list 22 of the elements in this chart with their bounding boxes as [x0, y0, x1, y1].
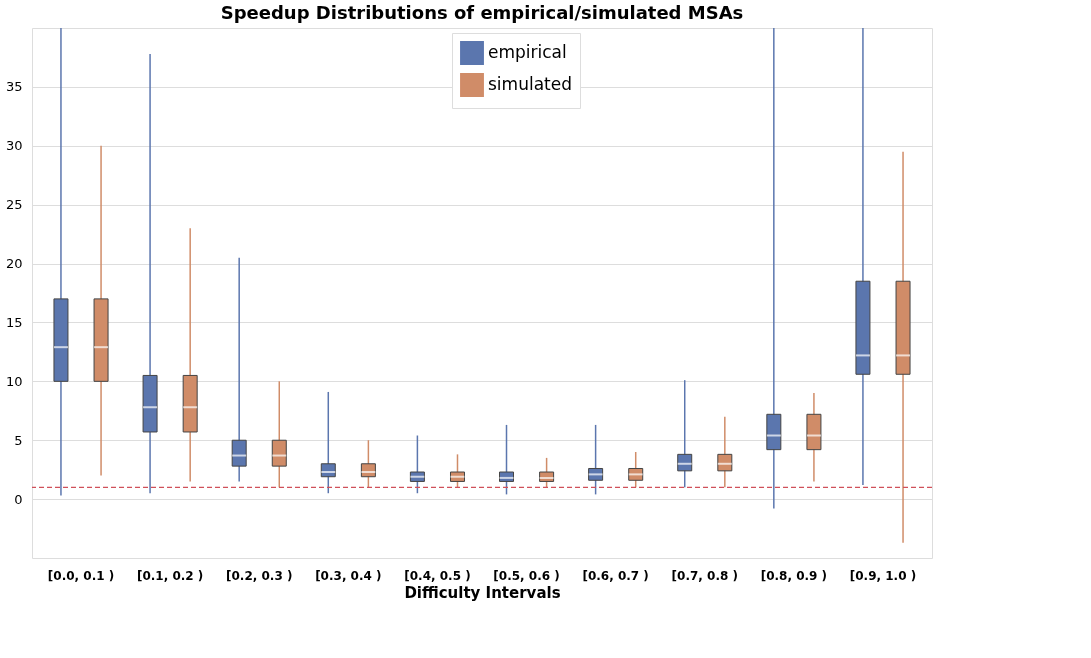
x-tick-label: [0.5, 0.6 ): [493, 568, 560, 583]
legend-label: simulated: [488, 74, 572, 94]
legend-label: empirical: [488, 42, 567, 62]
x-tick-label: [0.0, 0.1 ): [47, 568, 115, 583]
y-tick-label: 20: [5, 256, 23, 272]
x-tick-label: [0.9, 1.0 ): [849, 568, 917, 583]
x-tick-label: [0.3, 0.4 ): [315, 568, 382, 583]
y-tick-label: 10: [5, 373, 23, 389]
y-tick-label: 35: [5, 79, 23, 95]
x-tick-label: [0.4, 0.5 ): [404, 568, 471, 583]
y-tick-label: 25: [5, 197, 23, 213]
chart-title: Speedup Distributions of empirical/simulated MSAs: [220, 2, 744, 24]
x-tick-label: [0.7, 0.8 ): [671, 568, 738, 583]
x-axis-title: Difficulty Intervals: [404, 583, 561, 602]
x-tick-label: [0.1, 0.2 ): [136, 568, 204, 583]
y-tick-label: 30: [5, 138, 23, 154]
x-tick-label: [0.2, 0.3 ): [226, 568, 293, 583]
y-tick-label: 15: [5, 314, 23, 330]
y-tick-label: 0: [14, 491, 23, 507]
y-tick-label: 5: [14, 432, 23, 448]
x-tick-label: [0.6, 0.7 ): [582, 568, 649, 583]
x-tick-label: [0.8, 0.9 ): [760, 568, 828, 583]
